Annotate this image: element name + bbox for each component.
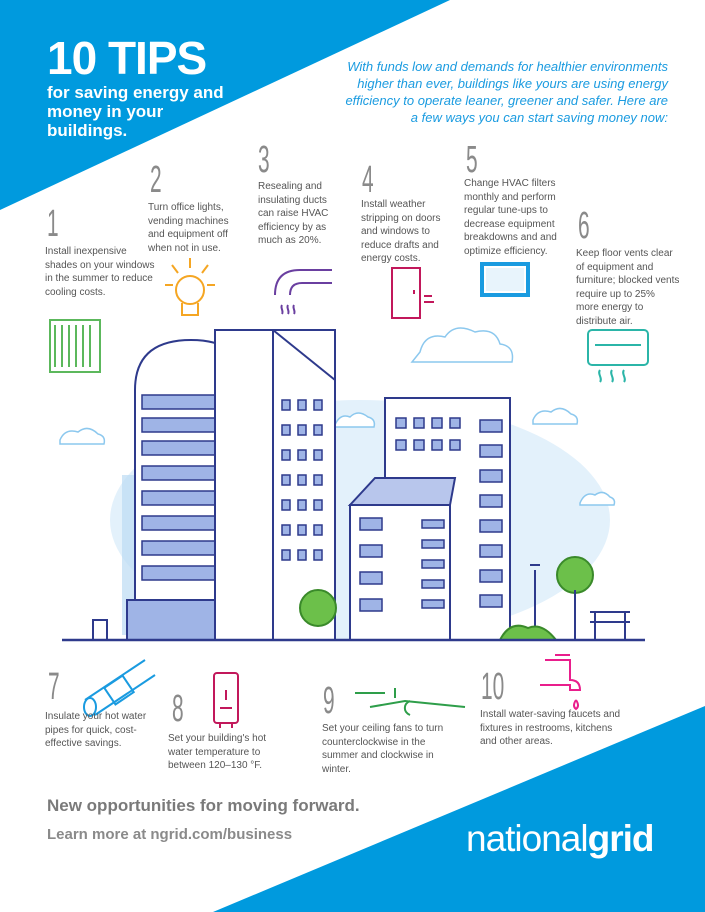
tip-8-text: Set your building's hot water temperatur…	[168, 733, 267, 771]
tip-7-number: 7	[48, 666, 60, 708]
light-bulb-icon	[165, 258, 215, 316]
ceiling-fan-icon	[355, 688, 466, 716]
tip-7-text: Insulate your hot water pipes for quick,…	[45, 711, 147, 749]
tip-3-text: Resealing and insulating ducts can raise…	[258, 181, 329, 246]
tip-9-text: Set your ceiling fans to turn counterclo…	[322, 723, 444, 775]
air-vent-icon	[587, 329, 649, 383]
logo-grid: grid	[587, 818, 655, 859]
top-blue-triangle	[0, 0, 450, 210]
footer-link[interactable]: Learn more at ngrid.com/business	[47, 826, 293, 843]
tip-4-number: 4	[362, 159, 374, 201]
page-title: 10 TIPS	[47, 32, 207, 84]
tip-8-number: 8	[172, 688, 184, 730]
tip-1-text: Install inexpensive shades on your windo…	[45, 246, 155, 298]
tip-1-number: 1	[47, 203, 59, 245]
national-grid-logo: nationalgrid	[466, 818, 654, 860]
city-illustration	[59, 327, 645, 642]
tip-6-text: Keep floor vents clear of equipment and …	[576, 248, 680, 327]
tip-10-text: Install water-saving faucets and fixture…	[480, 709, 621, 747]
tip-5-text: Change HVAC filters monthly and perform …	[464, 178, 557, 257]
tip-2-number: 2	[150, 159, 162, 201]
duct-icon	[274, 269, 332, 315]
air-filter-icon	[480, 262, 530, 297]
window-shade-icon	[49, 319, 101, 373]
water-heater-icon	[213, 672, 239, 728]
tip-6-number: 6	[578, 205, 590, 247]
tip-4-text: Install weather stripping on doors and w…	[361, 199, 441, 264]
tip-9-number: 9	[323, 680, 335, 722]
faucet-icon	[540, 654, 582, 711]
footer-tagline: New opportunities for moving forward.	[47, 796, 360, 815]
tip-3-number: 3	[258, 139, 270, 181]
page-subtitle: for saving energy and money in your buil…	[47, 83, 224, 140]
door-draft-icon	[391, 267, 434, 319]
bottom-blue-triangle	[213, 706, 705, 912]
tip-2-text: Turn office lights, vending machines and…	[148, 202, 229, 254]
intro-text: With funds low and demands for healthier…	[345, 59, 668, 125]
tip-5-number: 5	[466, 139, 478, 181]
tip-10-number: 10	[481, 666, 505, 708]
insulated-pipe-icon	[83, 659, 156, 717]
logo-national: national	[466, 818, 589, 859]
